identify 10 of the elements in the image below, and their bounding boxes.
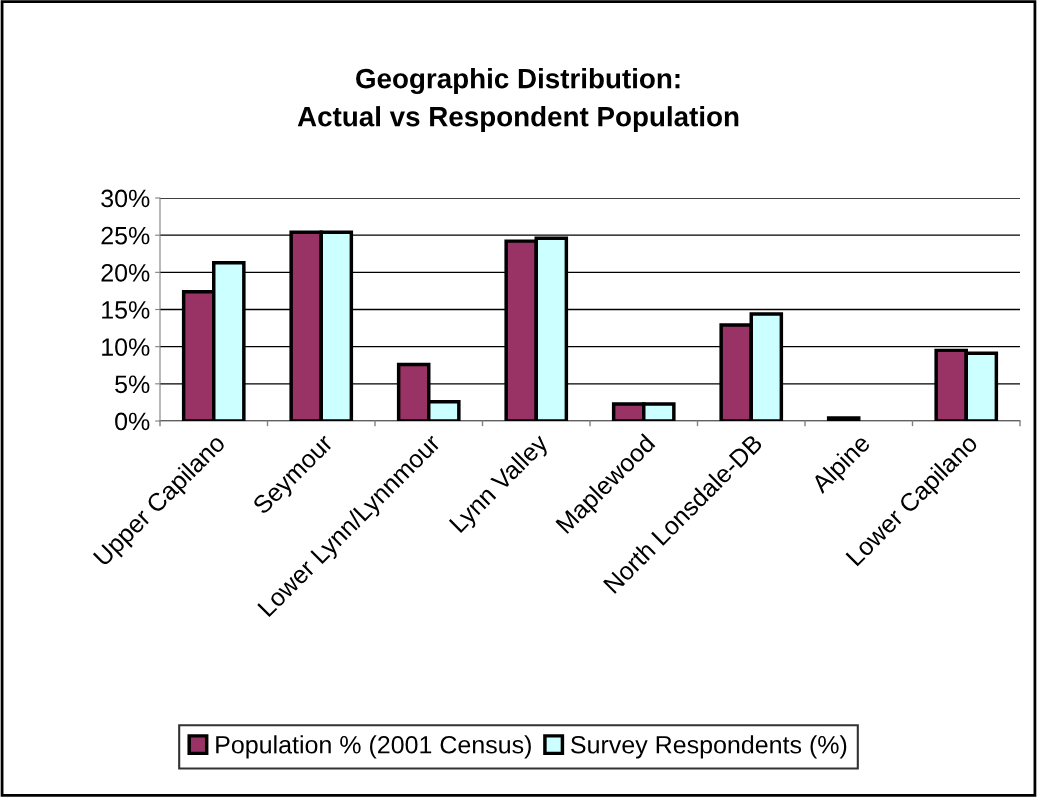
y-tick-label: 10%: [102, 338, 150, 356]
chart-title: Geographic Distribution: Actual vs Respondent Population: [297, 68, 739, 132]
y-tick-label: 25%: [101, 226, 150, 245]
y-tick-label: 20%: [101, 263, 150, 282]
legend-label: Population % (2001 Census): [216, 735, 531, 759]
y-tick-label: 30%: [101, 189, 150, 208]
y-tick-label: 5%: [115, 375, 150, 394]
legend-label: Survey Respondents (%): [571, 735, 847, 759]
y-tick-label: 15%: [102, 301, 150, 319]
y-tick-label: 0%: [115, 412, 150, 431]
